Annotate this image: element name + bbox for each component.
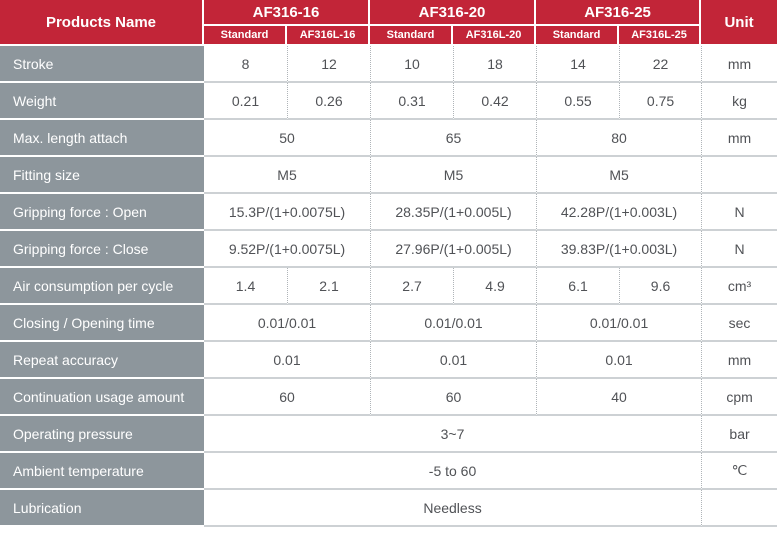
row-label: Continuation usage amount <box>0 379 204 416</box>
data-cell: 18 <box>453 46 537 83</box>
data-cell: 0.26 <box>287 83 371 120</box>
data-cell: 15.3P/(1+0.0075L) <box>204 194 371 231</box>
products-name-header: Products Name <box>0 0 204 46</box>
sub-header: Standard <box>536 26 620 46</box>
data-cell: 40 <box>536 379 702 416</box>
data-cell: 0.01 <box>204 342 371 379</box>
data-cell: 60 <box>204 379 371 416</box>
table-row: Repeat accuracy 0.01 0.01 0.01 mm <box>0 342 777 379</box>
data-cell: 0.75 <box>619 83 702 120</box>
unit-cell: ℃ <box>701 453 777 490</box>
sub-header: Standard <box>204 26 287 46</box>
table-row: Max. length attach 50 65 80 mm <box>0 120 777 157</box>
unit-cell: kg <box>701 83 777 120</box>
group-header-af316-16: AF316-16 <box>204 0 371 26</box>
sub-header: AF316L-20 <box>453 26 537 46</box>
data-cell: 0.01 <box>370 342 537 379</box>
data-cell: 12 <box>287 46 371 83</box>
data-cell: 0.01/0.01 <box>370 305 537 342</box>
data-cell: 0.01 <box>536 342 702 379</box>
table-row: Fitting size M5 M5 M5 <box>0 157 777 194</box>
data-cell: 65 <box>370 120 537 157</box>
data-cell: 0.31 <box>370 83 454 120</box>
data-cell: M5 <box>370 157 537 194</box>
unit-cell: mm <box>701 46 777 83</box>
unit-cell <box>701 157 777 194</box>
data-cell: 0.21 <box>204 83 287 120</box>
data-cell: 3~7 <box>204 416 702 453</box>
row-label: Operating pressure <box>0 416 204 453</box>
data-cell: -5 to 60 <box>204 453 702 490</box>
unit-cell: mm <box>701 342 777 379</box>
row-label: Closing / Opening time <box>0 305 204 342</box>
product-specs-table: Products Name AF316-16 AF316-20 AF316-25… <box>0 0 777 527</box>
data-cell: 8 <box>204 46 287 83</box>
table-row: Gripping force : Close 9.52P/(1+0.0075L)… <box>0 231 777 268</box>
group-header-af316-20: AF316-20 <box>370 0 537 26</box>
data-cell: M5 <box>536 157 702 194</box>
data-cell: 9.52P/(1+0.0075L) <box>204 231 371 268</box>
group-header-af316-25: AF316-25 <box>536 0 702 26</box>
data-cell: 10 <box>370 46 454 83</box>
data-cell: 39.83P/(1+0.003L) <box>536 231 702 268</box>
row-label: Air consumption per cycle <box>0 268 204 305</box>
table-row: Continuation usage amount 60 60 40 cpm <box>0 379 777 416</box>
unit-cell: sec <box>701 305 777 342</box>
sub-header: Standard <box>370 26 454 46</box>
row-label: Repeat accuracy <box>0 342 204 379</box>
data-cell: 2.7 <box>370 268 454 305</box>
data-cell: 0.55 <box>536 83 620 120</box>
data-cell: 42.28P/(1+0.003L) <box>536 194 702 231</box>
sub-header: AF316L-16 <box>287 26 371 46</box>
data-cell: 60 <box>370 379 537 416</box>
table-row: Lubrication Needless <box>0 490 777 527</box>
unit-cell <box>701 490 777 527</box>
row-label: Weight <box>0 83 204 120</box>
data-cell: 27.96P/(1+0.005L) <box>370 231 537 268</box>
data-cell: 28.35P/(1+0.005L) <box>370 194 537 231</box>
table-row: Weight 0.21 0.26 0.31 0.42 0.55 0.75 kg <box>0 83 777 120</box>
table-row: Operating pressure 3~7 bar <box>0 416 777 453</box>
unit-cell: N <box>701 194 777 231</box>
unit-cell: cm³ <box>701 268 777 305</box>
table-row: Air consumption per cycle 1.4 2.1 2.7 4.… <box>0 268 777 305</box>
row-label: Lubrication <box>0 490 204 527</box>
data-cell: 1.4 <box>204 268 287 305</box>
table-row: Stroke 8 12 10 18 14 22 mm <box>0 46 777 83</box>
row-label: Max. length attach <box>0 120 204 157</box>
data-cell: 0.01/0.01 <box>536 305 702 342</box>
data-cell: 9.6 <box>619 268 702 305</box>
row-label: Gripping force : Open <box>0 194 204 231</box>
unit-cell: mm <box>701 120 777 157</box>
data-cell: 80 <box>536 120 702 157</box>
unit-cell: N <box>701 231 777 268</box>
data-cell: 2.1 <box>287 268 371 305</box>
table-row: Closing / Opening time 0.01/0.01 0.01/0.… <box>0 305 777 342</box>
unit-cell: cpm <box>701 379 777 416</box>
unit-header: Unit <box>701 0 777 46</box>
data-cell: 0.42 <box>453 83 537 120</box>
header-sub-row: Standard AF316L-16 Standard AF316L-20 St… <box>0 26 777 46</box>
header-group-row: Products Name AF316-16 AF316-20 AF316-25… <box>0 0 777 46</box>
data-cell: 14 <box>536 46 620 83</box>
data-cell: 4.9 <box>453 268 537 305</box>
row-label: Ambient temperature <box>0 453 204 490</box>
row-label: Stroke <box>0 46 204 83</box>
table-row: Ambient temperature -5 to 60 ℃ <box>0 453 777 490</box>
unit-cell: bar <box>701 416 777 453</box>
data-cell: 0.01/0.01 <box>204 305 371 342</box>
row-label: Gripping force : Close <box>0 231 204 268</box>
table-row: Gripping force : Open 15.3P/(1+0.0075L) … <box>0 194 777 231</box>
data-cell: 50 <box>204 120 371 157</box>
data-cell: 6.1 <box>536 268 620 305</box>
data-cell: M5 <box>204 157 371 194</box>
sub-header: AF316L-25 <box>619 26 702 46</box>
row-label: Fitting size <box>0 157 204 194</box>
data-cell: Needless <box>204 490 702 527</box>
data-cell: 22 <box>619 46 702 83</box>
